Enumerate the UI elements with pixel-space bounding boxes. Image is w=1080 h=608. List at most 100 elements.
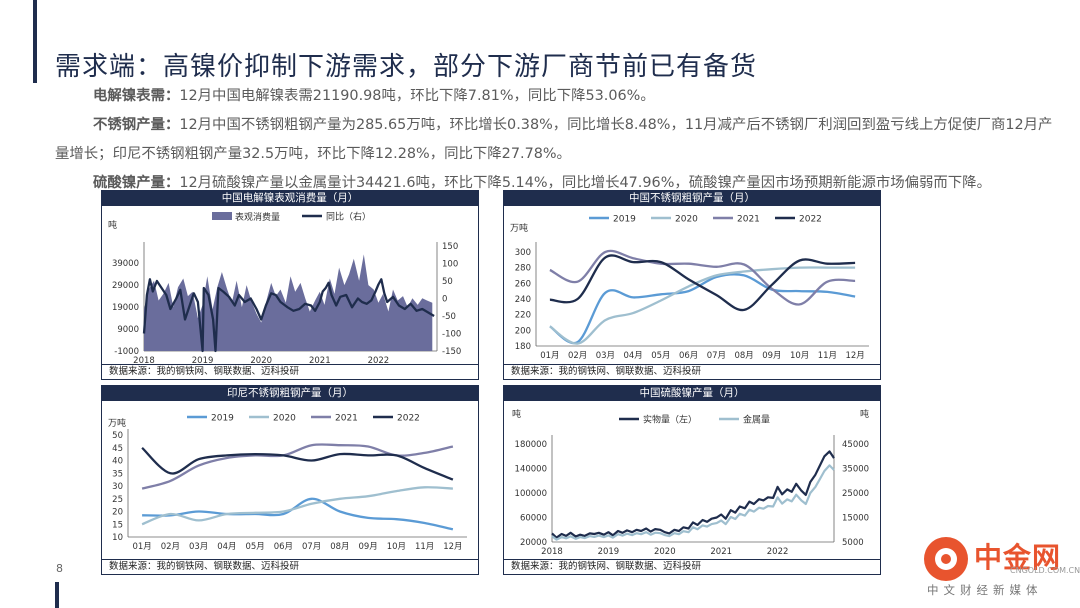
x-tick-label: 06月 [274, 542, 293, 552]
legend-label: 金属量 [743, 414, 770, 426]
x-tick-label: 2019 [192, 356, 214, 366]
paragraph-key: 电解镍表需： [93, 88, 180, 104]
x-tick-label: 06月 [679, 351, 698, 361]
series-line-2021 [549, 249, 856, 306]
x-tick-label: 03月 [189, 542, 208, 552]
series-area-consumption [144, 254, 433, 351]
y-tick-label: 50 [112, 431, 123, 441]
x-tick-label: 2022 [368, 356, 390, 366]
y-tick-label-right: 15000 [842, 514, 869, 524]
legend-label: 2022 [799, 215, 822, 225]
unit-right: 吨 [860, 408, 869, 420]
y-tick-label-right: 5000 [842, 538, 864, 548]
x-tick-label: 2020 [250, 356, 272, 366]
chart-panel-nickel-consumption: 中国电解镍表观消费量（月） 吨 表观消费量 同比（右） -1000 9000 19000 2… [101, 190, 479, 380]
y-tick-label: 29000 [112, 281, 139, 291]
y-tick-label-right: -150 [442, 347, 461, 357]
chart-china-stainless: 万吨 2019 2020 2021 2022 180 200 220 240 260 280 300 0… [510, 215, 869, 361]
series-line-yoy [142, 278, 435, 353]
x-tick-label: 12月 [443, 542, 462, 552]
unit-left: 吨 [108, 219, 117, 231]
x-tick-label: 05月 [245, 542, 264, 552]
accent-bar-bottom [55, 582, 59, 608]
chart-panel-nickel-sulfate: 中国硫酸镍产量（月） 吨 吨实物量（左） 金属量 20000 60000 100000 14… [503, 385, 881, 575]
paragraph-stainless-output: 不锈钢产量：12月中国不锈钢粗钢产量为285.65万吨，环比增长0.38%，同比… [55, 111, 1065, 169]
x-tick-label: 12月 [845, 351, 864, 361]
chart-title: 中国硫酸镍产量（月） [504, 386, 880, 401]
paragraph-key: 不锈钢产量： [93, 117, 180, 133]
chart-source: 数据来源：我的钢铁网、钢联数据、迈科投研 [504, 364, 880, 379]
x-tick-label: 11月 [415, 542, 434, 552]
paragraph-nickel-demand: 电解镍表需：12月中国电解镍表需21190.98吨，环比下降7.81%，同比下降… [55, 82, 1065, 111]
y-tick-label: 9000 [117, 325, 139, 335]
chart-title: 印尼不锈钢粗钢产量（月） [102, 386, 478, 401]
y-tick-label: 45 [112, 444, 123, 454]
y-tick-label: -1000 [114, 347, 139, 357]
series-line-2020 [549, 266, 856, 345]
chart-indonesia-stainless: 万吨 2019 2020 2021 2022 10 15 20 25 30 35 40 45 50 01月 0… [108, 414, 467, 552]
paragraph-nickel-sulfate-output: 硫酸镍产量：12月硫酸镍产量以金属量计34421.6吨，环比下降5.14%，同比… [55, 169, 1065, 198]
y-tick-label: 260 [515, 279, 531, 289]
unit-left: 吨 [512, 408, 521, 420]
x-tick-label: 05月 [651, 351, 670, 361]
y-tick-label: 100000 [515, 489, 547, 499]
paragraph-key: 硫酸镍产量： [93, 175, 180, 191]
legend-label: 2021 [335, 414, 358, 424]
x-tick-label: 09月 [358, 542, 377, 552]
chart-source: 数据来源：我的钢铁网、钢联数据、迈科投研 [504, 559, 880, 574]
legend-label: 表观消费量 [235, 211, 280, 223]
y-tick-label-right: 50 [442, 277, 453, 287]
slide-title: 需求端：高镍价抑制下游需求，部分下游厂商节前已有备货 [55, 52, 758, 82]
x-tick-label: 2021 [710, 547, 732, 557]
paragraph-text: 12月硫酸镍产量以金属量计34421.6吨，环比下降5.14%，同比增长47.9… [179, 175, 991, 191]
chart-panel-china-stainless: 中国不锈钢粗钢产量（月） 万吨 2019 2020 2021 2022 180 200 220… [503, 190, 881, 380]
x-tick-label: 10月 [387, 542, 406, 552]
series-line-physical [551, 450, 835, 539]
series-line-2021 [141, 443, 454, 490]
x-tick-label: 2018 [541, 547, 563, 557]
y-tick-label: 20000 [520, 538, 547, 548]
y-tick-label-right: 25000 [842, 489, 869, 499]
x-tick-label: 2022 [767, 547, 789, 557]
x-tick-label: 07月 [707, 351, 726, 361]
x-tick-label: 07月 [302, 542, 321, 552]
x-tick-label: 09月 [762, 351, 781, 361]
legend-label: 2020 [273, 414, 296, 424]
series-line-metal [551, 464, 835, 541]
x-tick-label: 04月 [623, 351, 642, 361]
x-tick-label: 11月 [818, 351, 837, 361]
logo-domain: CNGOLD.COM.CN [1010, 566, 1080, 575]
y-tick-label: 15 [112, 520, 123, 530]
y-tick-label-right: -50 [442, 312, 456, 322]
legend-label: 2022 [397, 414, 420, 424]
legend-label: 2019 [211, 414, 234, 424]
logo-mark-icon [924, 537, 968, 581]
y-tick-label-right: 45000 [842, 440, 869, 450]
x-tick-label: 08月 [330, 542, 349, 552]
x-tick-label: 02月 [568, 351, 587, 361]
x-tick-label: 01月 [540, 351, 559, 361]
y-tick-label: 300 [515, 248, 531, 258]
y-tick-label: 25 [112, 495, 123, 505]
y-tick-label: 39000 [112, 259, 139, 269]
y-tick-label-right: -100 [442, 330, 461, 340]
y-tick-label: 19000 [112, 303, 139, 313]
y-tick-label: 180 [515, 342, 531, 352]
paragraph-text: 12月中国不锈钢粗钢产量为285.65万吨，环比增长0.38%，同比增长8.48… [55, 117, 1053, 162]
logo-slogan: 中文财经新媒体 [927, 583, 1043, 597]
legend-label: 同比（右） [326, 211, 371, 223]
series-line-2019 [549, 273, 856, 345]
y-tick-label: 200 [515, 326, 531, 336]
chart-panel-indonesia-stainless: 印尼不锈钢粗钢产量（月） 万吨 2019 2020 2021 2022 10 15 20 25 3… [101, 385, 479, 575]
series-line-2022 [141, 446, 454, 481]
series-line-2019 [142, 497, 454, 531]
series-line-2020 [141, 486, 453, 526]
y-tick-label-right: 150 [442, 242, 458, 252]
chart-title: 中国电解镍表观消费量（月） [102, 191, 478, 206]
y-tick-label-right: 100 [442, 260, 458, 270]
x-tick-label: 01月 [132, 542, 151, 552]
x-tick-label: 08月 [734, 351, 753, 361]
legend-label: 2019 [613, 215, 636, 225]
y-tick-label: 20 [112, 508, 123, 518]
chart-source: 数据来源：我的钢铁网、钢联数据、迈科投研 [102, 364, 478, 379]
